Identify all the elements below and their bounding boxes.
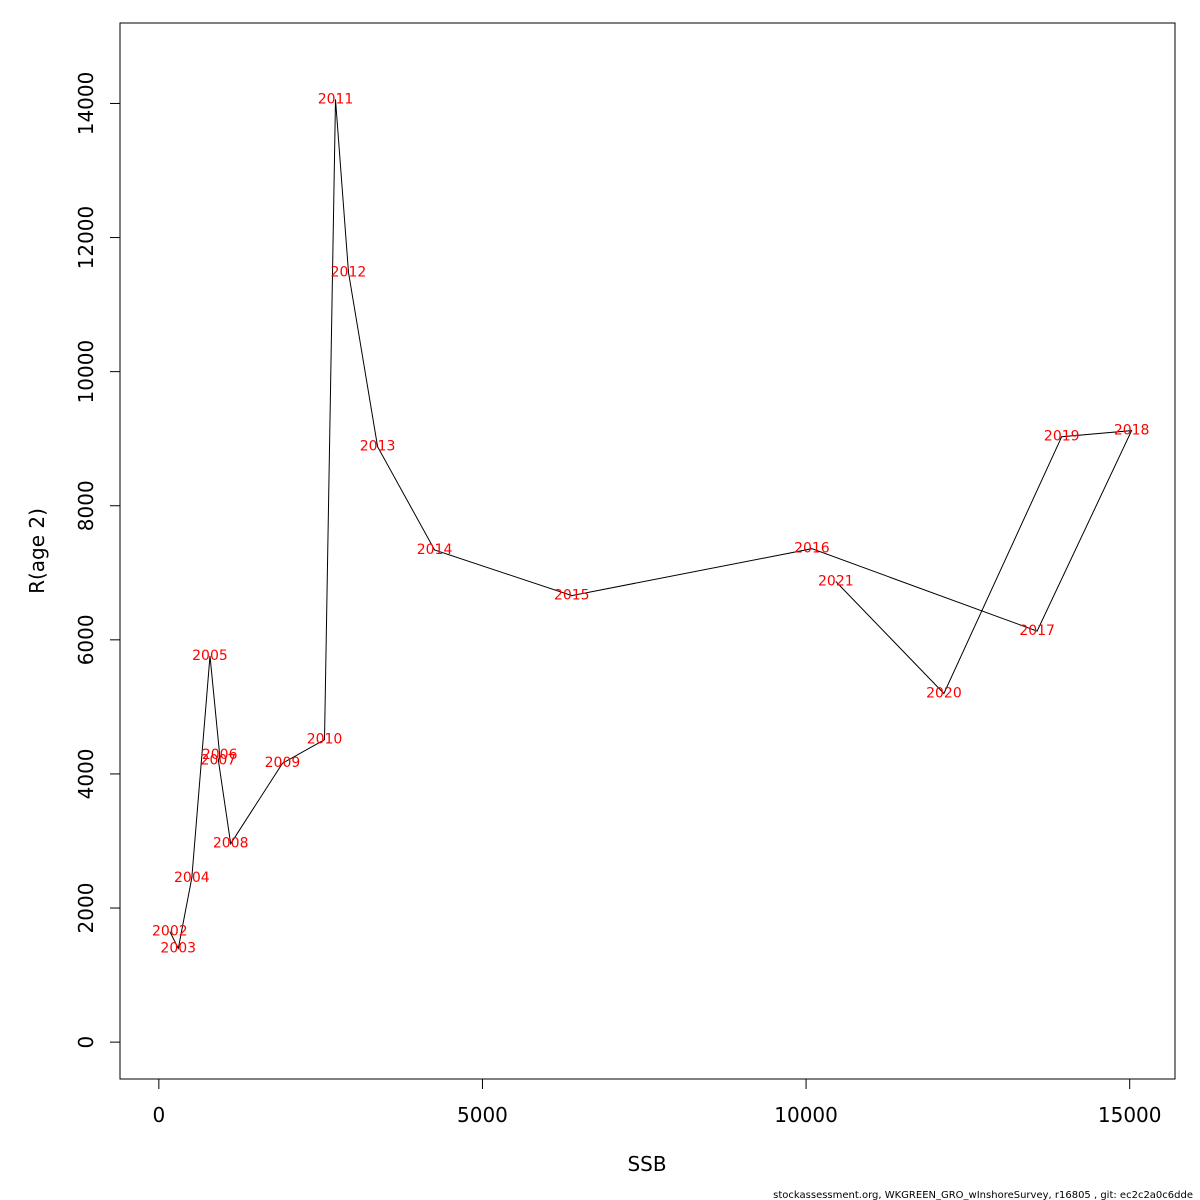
y-tick-label: 2000 <box>74 883 98 934</box>
point-label: 2007 <box>201 753 237 769</box>
point-label: 2003 <box>160 940 196 956</box>
y-tick-label: 8000 <box>74 480 98 531</box>
point-label: 2014 <box>417 542 453 558</box>
point-label: 2021 <box>818 574 854 590</box>
x-tick-label: 10000 <box>774 1103 838 1127</box>
y-tick-label: 12000 <box>74 206 98 270</box>
point-labels: 2002200320042005200620072008200920102011… <box>152 91 1149 956</box>
series-line <box>169 99 1133 950</box>
y-tick-label: 4000 <box>74 748 98 799</box>
point-label: 2020 <box>926 685 962 701</box>
y-axis-title: R(age 2) <box>25 508 49 594</box>
point-label: 2002 <box>152 923 188 939</box>
point-label: 2017 <box>1019 623 1055 639</box>
point-label: 2010 <box>307 732 343 748</box>
point-label: 2013 <box>360 439 396 455</box>
x-tick-label: 5000 <box>457 1103 508 1127</box>
point-label: 2019 <box>1044 429 1080 445</box>
x-tick-label: 0 <box>152 1103 165 1127</box>
y-tick-label: 6000 <box>74 614 98 665</box>
point-label: 2008 <box>213 836 249 852</box>
point-label: 2011 <box>318 91 354 107</box>
point-label: 2012 <box>331 264 367 280</box>
point-label: 2005 <box>192 648 228 664</box>
point-label: 2018 <box>1114 423 1150 439</box>
point-label: 2004 <box>174 870 210 886</box>
y-tick-label: 14000 <box>74 72 98 136</box>
y-tick-label: 0 <box>74 1036 98 1049</box>
point-label: 2006 <box>202 747 238 763</box>
point-label: 2009 <box>265 755 301 771</box>
point-label: 2015 <box>554 588 590 604</box>
footer-credit: stockassessment.org, WKGREEN_GRO_wInshor… <box>773 1190 1193 1200</box>
x-axis-title: SSB <box>627 1152 666 1176</box>
y-tick-label: 10000 <box>74 340 98 404</box>
point-label: 2016 <box>794 541 830 557</box>
x-tick-label: 15000 <box>1098 1103 1162 1127</box>
x-axis: 0 5000 10000 15000 <box>152 1078 1162 1127</box>
plot-box <box>119 22 1176 1080</box>
y-axis: 0 2000 4000 6000 8000 10000 12000 14000 <box>74 72 121 1049</box>
